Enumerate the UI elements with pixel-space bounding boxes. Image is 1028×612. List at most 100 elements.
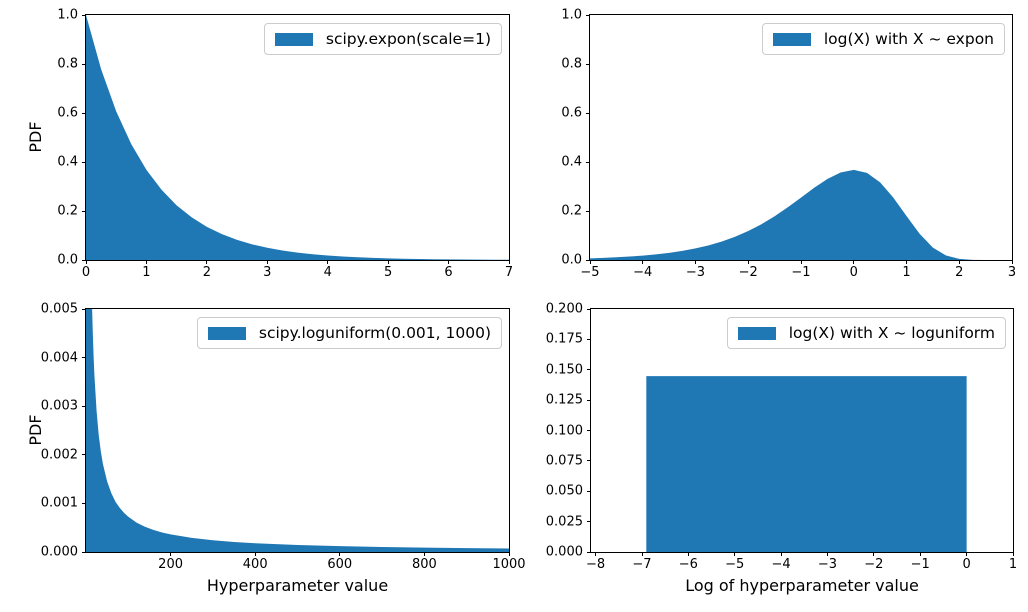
y-tick-mark: [82, 63, 86, 65]
x-tick-label: −3: [817, 557, 838, 572]
x-tick-label: 1: [142, 265, 151, 280]
x-axis-label-bottom-left: Hyperparameter value: [206, 576, 389, 595]
legend-label: log(X) with X ~ loguniform: [788, 324, 995, 342]
x-tick-mark: [780, 552, 782, 556]
x-tick-label: −1: [791, 265, 811, 280]
x-tick-label: −5: [725, 557, 745, 572]
y-tick-mark: [587, 338, 591, 340]
expon-area-chart: [86, 15, 509, 260]
y-tick-mark: [586, 14, 590, 16]
y-tick-mark: [82, 357, 86, 359]
y-tick-label: 0.025: [545, 514, 583, 530]
legend-log-expon: log(X) with X ~ expon: [761, 23, 1005, 55]
legend-label: log(X) with X ~ expon: [823, 30, 994, 48]
x-tick-label: −8: [586, 557, 606, 572]
y-tick-mark: [82, 502, 86, 504]
y-tick-mark: [587, 308, 591, 310]
y-tick-label: 0.8: [57, 56, 78, 72]
y-tick-mark: [82, 210, 86, 212]
y-tick-mark: [82, 405, 86, 407]
x-tick-label: −3: [685, 265, 706, 280]
y-tick-label: 0.6: [561, 105, 582, 121]
x-tick-mark: [387, 260, 389, 264]
log-loguniform-area-chart: [646, 376, 967, 552]
x-tick-mark: [800, 260, 802, 264]
y-tick-label: 0.000: [545, 544, 583, 560]
y-tick-label: 1.0: [561, 7, 582, 23]
y-tick-label: 0.004: [40, 350, 78, 366]
y-tick-mark: [82, 112, 86, 114]
y-tick-label: 0.0: [561, 252, 582, 268]
y-tick-label: 0.000: [40, 544, 78, 560]
y-tick-label: 0.0: [57, 252, 78, 268]
x-tick-mark: [508, 260, 510, 264]
y-tick-mark: [82, 454, 86, 456]
loguniform-area-chart: [86, 309, 509, 552]
x-tick-mark: [695, 260, 696, 264]
x-tick-mark: [1012, 552, 1014, 556]
y-axis-label-top-left: PDF: [26, 121, 45, 153]
y-tick-label: 0.2: [561, 203, 582, 219]
x-tick-label: −5: [580, 265, 600, 280]
x-tick-mark: [339, 552, 341, 556]
y-tick-mark: [82, 14, 86, 16]
x-tick-label: 4: [323, 265, 332, 280]
x-tick-label: −6: [678, 557, 698, 572]
y-tick-mark: [586, 161, 590, 163]
legend-log-loguniform: log(X) with X ~ loguniform: [726, 317, 1006, 349]
x-tick-label: 400: [242, 557, 268, 572]
x-tick-label: 6: [444, 265, 453, 280]
x-tick-mark: [958, 260, 960, 264]
y-tick-label: 0.005: [40, 301, 78, 317]
x-tick-label: −2: [738, 265, 758, 280]
y-tick-label: 0.100: [545, 423, 583, 438]
x-tick-mark: [327, 260, 329, 264]
y-tick-label: 0.175: [545, 331, 583, 347]
x-tick-label: 5: [384, 265, 393, 280]
x-tick-mark: [734, 552, 736, 556]
x-tick-mark: [423, 552, 425, 556]
y-tick-label: 0.050: [545, 483, 583, 499]
subplot-expon: scipy.expon(scale=1) 0 1 2 3 4 5 6 7 0.0 0.2 0.4 0.…: [57, 9, 513, 280]
y-tick-mark: [82, 161, 86, 163]
y-tick-label: 0.4: [561, 154, 582, 170]
x-tick-mark: [266, 260, 268, 264]
legend-swatch-icon: [772, 32, 811, 46]
y-tick-label: 0.200: [545, 301, 583, 317]
x-tick-mark: [145, 260, 147, 264]
x-tick-mark: [906, 260, 907, 264]
x-tick-label: 2: [955, 265, 964, 280]
y-tick-mark: [82, 259, 86, 261]
x-tick-label: 1000: [492, 557, 526, 572]
x-tick-label: 7: [504, 265, 514, 280]
x-tick-label: 0: [81, 265, 91, 280]
y-tick-mark: [587, 490, 591, 492]
y-tick-mark: [587, 460, 591, 462]
legend-expon: scipy.expon(scale=1): [263, 23, 502, 55]
y-tick-label: 0.4: [57, 154, 78, 170]
x-tick-mark: [206, 260, 208, 264]
subplot-log-expon: log(X) with X ~ expon −5 −4 −3 −2 −1 0 1 2 3 0.0 0…: [561, 9, 1016, 280]
legend-swatch-icon: [274, 32, 313, 46]
x-tick-mark: [827, 552, 828, 556]
y-tick-label: 0.2: [57, 203, 78, 219]
x-tick-label: 2: [202, 265, 211, 280]
log-expon-area-chart: [590, 169, 1012, 260]
x-tick-mark: [1011, 260, 1013, 264]
x-tick-label: −4: [633, 265, 653, 280]
y-tick-label: 0.003: [40, 398, 78, 414]
x-tick-label: 3: [1007, 265, 1017, 280]
y-tick-label: 0.002: [40, 447, 78, 463]
x-tick-mark: [873, 552, 875, 556]
y-tick-mark: [586, 63, 590, 65]
y-tick-mark: [587, 369, 591, 371]
y-tick-mark: [587, 430, 591, 431]
log-expon-pdf-fill: [590, 169, 1012, 260]
x-tick-mark: [747, 260, 749, 264]
y-tick-mark: [587, 399, 591, 401]
x-tick-label: 0: [962, 557, 971, 572]
x-tick-mark: [254, 552, 256, 556]
x-tick-mark: [966, 552, 968, 556]
y-tick-label: 0.001: [40, 495, 78, 511]
y-tick-label: 0.075: [545, 453, 583, 469]
